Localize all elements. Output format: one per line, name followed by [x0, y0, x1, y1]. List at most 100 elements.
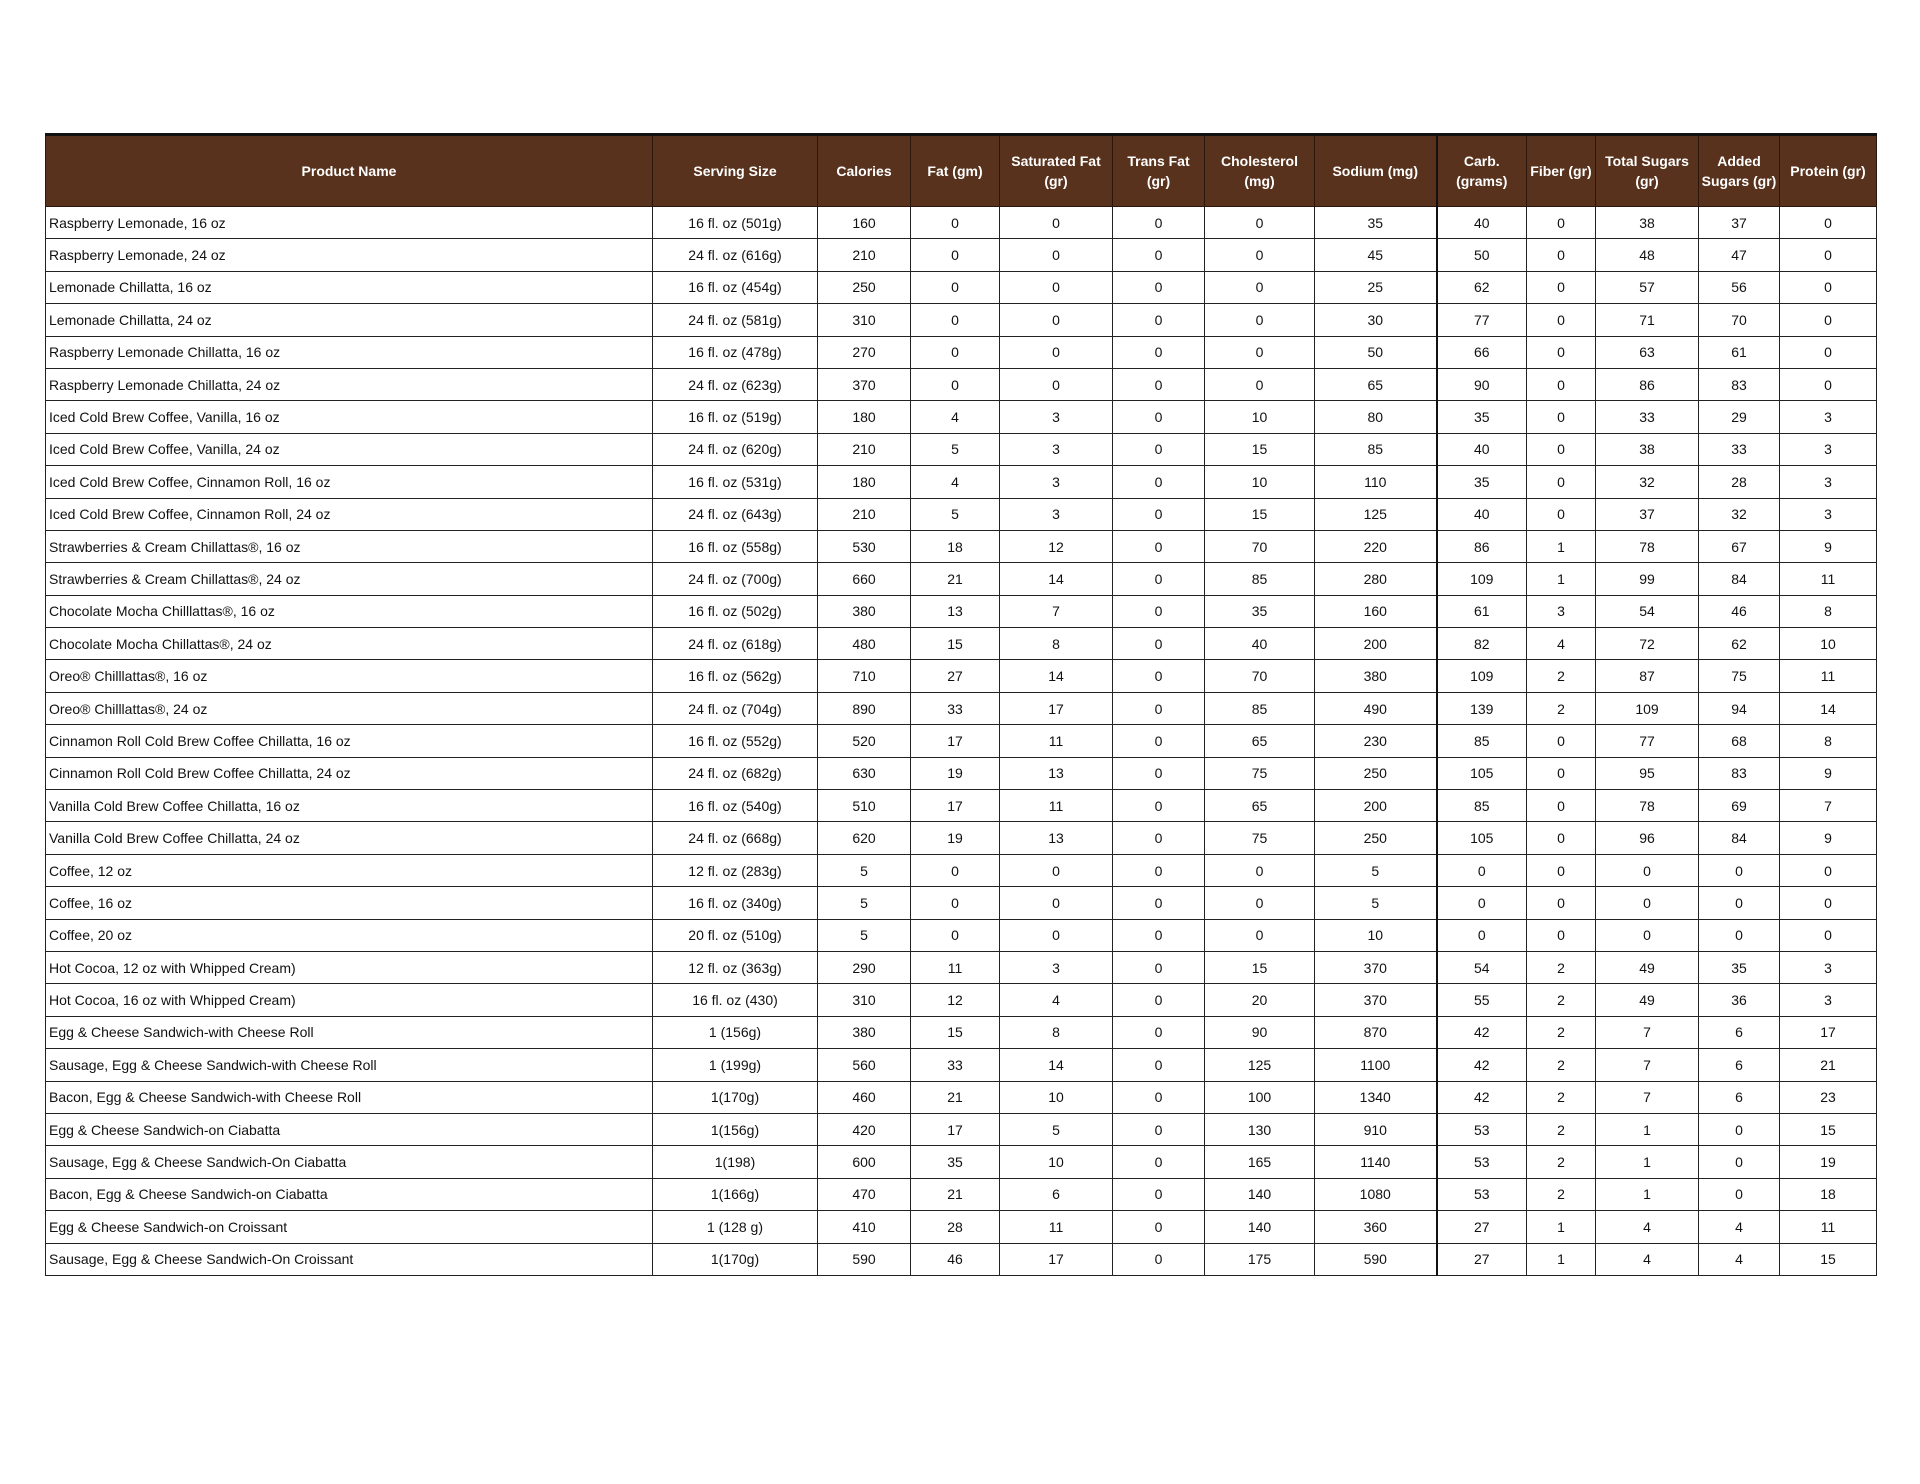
cell-protein: 3 [1779, 465, 1877, 499]
table-row: Sausage, Egg & Cheese Sandwich-On Ciabat… [45, 1145, 1877, 1179]
cell-protein: 23 [1779, 1080, 1877, 1114]
cell-added-sugars: 68 [1698, 724, 1780, 758]
cell-fat: 0 [910, 367, 1000, 402]
cell-cholesterol: 100 [1204, 1080, 1315, 1114]
cell-carb: 105 [1435, 756, 1527, 791]
table-row: Strawberries & Cream Chillattas®, 16 oz 1… [45, 529, 1877, 564]
cell-fiber: 1 [1526, 1242, 1596, 1276]
cell-serving-size: 24 fl. oz (581g) [652, 303, 818, 337]
cell-protein: 0 [1779, 303, 1877, 337]
cell-cholesterol: 0 [1204, 303, 1315, 337]
cell-calories: 5 [817, 853, 911, 888]
cell-product-name: Sausage, Egg & Cheese Sandwich-On Ciabat… [45, 1145, 653, 1179]
cell-calories: 480 [817, 627, 911, 661]
table-row: Lemonade Chillatta, 16 oz 16 fl. oz (454g… [45, 270, 1877, 305]
cell-fat: 5 [910, 497, 1000, 531]
cell-total-sugars: 1 [1595, 1112, 1699, 1147]
cell-sodium: 80 [1314, 400, 1437, 434]
table-header-row: Product Name Serving Size Calories Fat (gm)… [45, 133, 1877, 207]
cell-serving-size: 24 fl. oz (616g) [652, 238, 818, 272]
cell-fiber: 2 [1526, 950, 1596, 985]
cell-serving-size: 16 fl. oz (454g) [652, 270, 818, 305]
cell-saturated-fat: 12 [999, 529, 1113, 564]
cell-sodium: 250 [1314, 821, 1437, 855]
cell-carb: 66 [1435, 335, 1527, 369]
cell-carb: 109 [1435, 659, 1527, 693]
cell-fat: 33 [910, 691, 1000, 726]
cell-trans-fat: 0 [1112, 367, 1205, 402]
table-row: Bacon, Egg & Cheese Sandwich-on Ciabatta… [45, 1177, 1877, 1212]
column-header-calories: Calories [817, 133, 911, 207]
cell-saturated-fat: 0 [999, 335, 1113, 369]
cell-sodium: 230 [1314, 724, 1437, 758]
cell-serving-size: 16 fl. oz (502g) [652, 594, 818, 629]
cell-fiber: 2 [1526, 1048, 1596, 1082]
cell-trans-fat: 0 [1112, 529, 1205, 564]
cell-protein: 3 [1779, 497, 1877, 531]
cell-calories: 5 [817, 918, 911, 952]
cell-fiber: 0 [1526, 367, 1596, 402]
table-row: Raspberry Lemonade, 16 oz 16 fl. oz (501g… [45, 205, 1877, 240]
cell-protein: 15 [1779, 1242, 1877, 1276]
cell-added-sugars: 94 [1698, 691, 1780, 726]
cell-fat: 0 [910, 303, 1000, 337]
cell-carb: 62 [1435, 270, 1527, 305]
cell-trans-fat: 0 [1112, 1145, 1205, 1179]
cell-sodium: 1140 [1314, 1145, 1437, 1179]
cell-product-name: Strawberries & Cream Chillattas®, 16 oz [45, 529, 653, 564]
cell-cholesterol: 85 [1204, 691, 1315, 726]
table-row: Lemonade Chillatta, 24 oz 24 fl. oz (581g… [45, 303, 1877, 337]
cell-protein: 11 [1779, 562, 1877, 596]
cell-total-sugars: 38 [1595, 432, 1699, 467]
cell-product-name: Bacon, Egg & Cheese Sandwich-with Cheese… [45, 1080, 653, 1114]
cell-protein: 0 [1779, 238, 1877, 272]
table-row: Iced Cold Brew Coffee, Cinnamon Roll, 16… [45, 465, 1877, 499]
cell-product-name: Iced Cold Brew Coffee, Vanilla, 16 oz [45, 400, 653, 434]
cell-product-name: Lemonade Chillatta, 16 oz [45, 270, 653, 305]
cell-sodium: 110 [1314, 465, 1437, 499]
cell-fat: 0 [910, 238, 1000, 272]
cell-sodium: 10 [1314, 918, 1437, 952]
cell-fat: 33 [910, 1048, 1000, 1082]
nutrition-table: Product Name Serving Size Calories Fat (gm)… [45, 133, 1877, 1276]
cell-calories: 470 [817, 1177, 911, 1212]
cell-saturated-fat: 11 [999, 789, 1113, 823]
cell-total-sugars: 86 [1595, 367, 1699, 402]
cell-total-sugars: 63 [1595, 335, 1699, 369]
cell-cholesterol: 0 [1204, 918, 1315, 952]
cell-fiber: 2 [1526, 1112, 1596, 1147]
cell-trans-fat: 0 [1112, 627, 1205, 661]
cell-calories: 160 [817, 205, 911, 240]
cell-fat: 13 [910, 594, 1000, 629]
table-row: Egg & Cheese Sandwich-on Ciabatta 1(156g)… [45, 1112, 1877, 1147]
cell-product-name: Oreo® Chilllattas®, 16 oz [45, 659, 653, 693]
cell-product-name: Vanilla Cold Brew Coffee Chillatta, 16 o… [45, 789, 653, 823]
cell-cholesterol: 0 [1204, 853, 1315, 888]
cell-fat: 18 [910, 529, 1000, 564]
cell-total-sugars: 96 [1595, 821, 1699, 855]
cell-fiber: 0 [1526, 205, 1596, 240]
cell-saturated-fat: 13 [999, 821, 1113, 855]
cell-cholesterol: 35 [1204, 594, 1315, 629]
cell-fiber: 2 [1526, 1015, 1596, 1050]
cell-carb: 35 [1435, 465, 1527, 499]
table-row: Iced Cold Brew Coffee, Cinnamon Roll, 24… [45, 497, 1877, 531]
cell-total-sugars: 95 [1595, 756, 1699, 791]
cell-product-name: Iced Cold Brew Coffee, Cinnamon Roll, 16… [45, 465, 653, 499]
cell-cholesterol: 15 [1204, 950, 1315, 985]
cell-protein: 0 [1779, 205, 1877, 240]
cell-saturated-fat: 11 [999, 724, 1113, 758]
cell-fiber: 4 [1526, 627, 1596, 661]
cell-serving-size: 16 fl. oz (531g) [652, 465, 818, 499]
cell-fat: 17 [910, 1112, 1000, 1147]
cell-fiber: 0 [1526, 270, 1596, 305]
cell-total-sugars: 109 [1595, 691, 1699, 726]
cell-sodium: 370 [1314, 950, 1437, 985]
cell-added-sugars: 84 [1698, 821, 1780, 855]
cell-added-sugars: 69 [1698, 789, 1780, 823]
cell-trans-fat: 0 [1112, 659, 1205, 693]
column-header-fiber: Fiber (gr) [1526, 133, 1596, 207]
cell-fat: 17 [910, 789, 1000, 823]
column-header-protein: Protein (gr) [1779, 133, 1877, 207]
cell-added-sugars: 0 [1698, 853, 1780, 888]
